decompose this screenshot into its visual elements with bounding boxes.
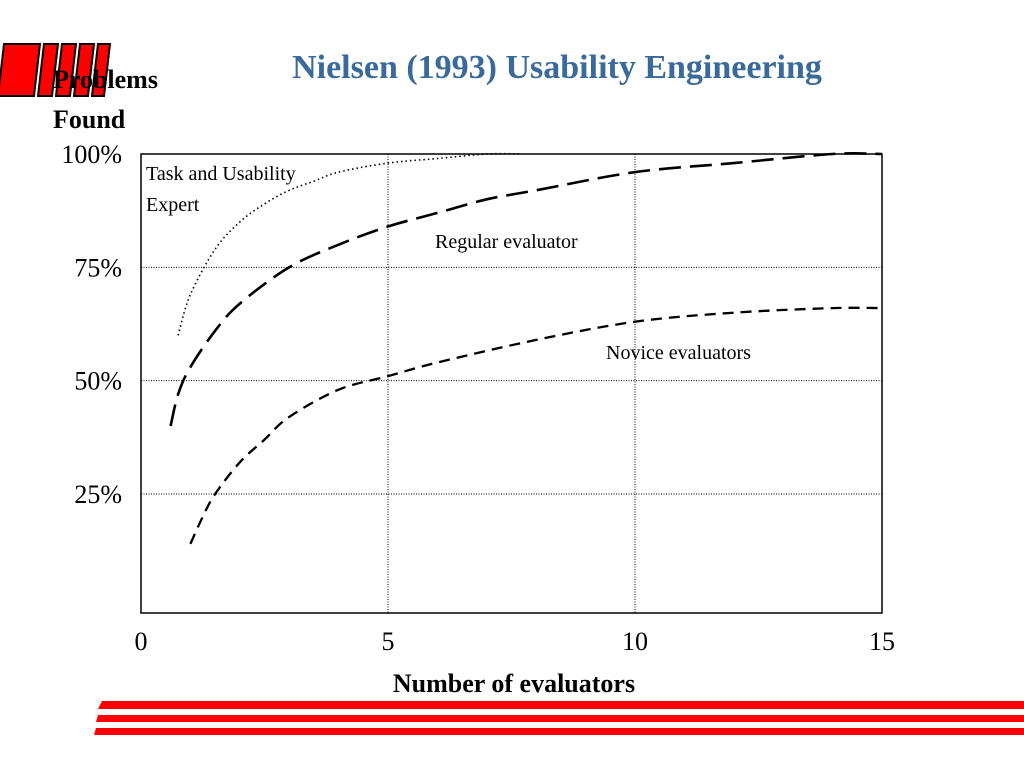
y-tick-label-50: 50% bbox=[74, 367, 122, 396]
slide-title: Nielsen (1993) Usability Engineering bbox=[292, 49, 822, 86]
red-stripes-logo-icon bbox=[0, 43, 112, 97]
y-axis-label-line-2: Found bbox=[53, 105, 126, 134]
y-tick-label-100: 100% bbox=[61, 140, 122, 169]
tick-label-layer: 0 5 10 15 25% 50% 75% 100% bbox=[61, 140, 895, 656]
series-line-novice-evaluators bbox=[189, 306, 883, 545]
series-label-expert-line-2: Expert bbox=[146, 194, 200, 216]
bottom-stripes-decoration bbox=[94, 701, 1024, 735]
y-axis-label-line-1: Problems bbox=[53, 65, 158, 94]
plot-area-frame bbox=[140, 153, 883, 614]
y-tick-label-25: 25% bbox=[74, 480, 122, 509]
x-tick-label-15: 15 bbox=[869, 627, 895, 656]
x-axis-label: Number of evaluators bbox=[393, 669, 635, 698]
series-layer bbox=[169, 152, 883, 545]
series-label-expert-line-1: Task and Usability bbox=[146, 163, 296, 185]
grid-layer bbox=[141, 154, 882, 613]
series-line-task-and-usability-expert bbox=[177, 152, 522, 336]
y-tick-label-75: 75% bbox=[74, 253, 122, 282]
x-tick-label-5: 5 bbox=[382, 627, 395, 656]
x-tick-label-10: 10 bbox=[622, 627, 648, 656]
series-label-regular: Regular evaluator bbox=[435, 231, 578, 253]
x-tick-label-0: 0 bbox=[135, 627, 148, 656]
series-line-regular-evaluator bbox=[169, 152, 883, 427]
series-label-novice: Novice evaluators bbox=[606, 342, 751, 364]
